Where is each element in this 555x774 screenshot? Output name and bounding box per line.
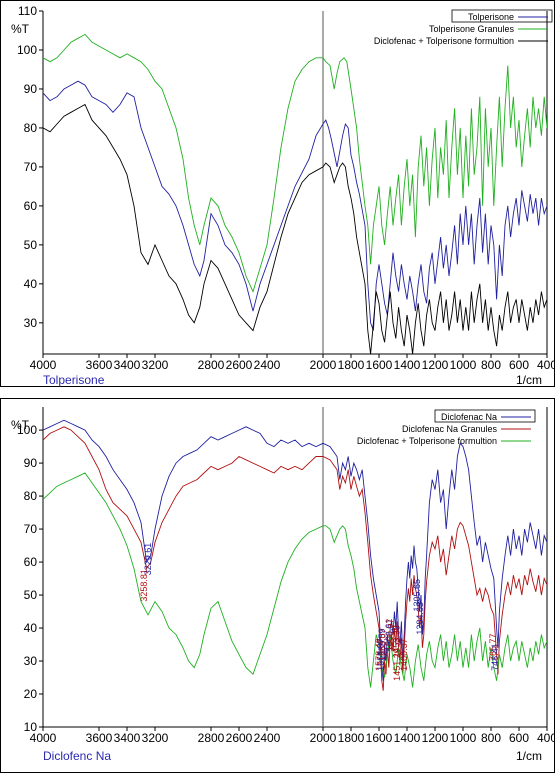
y-tick-label: 60 xyxy=(24,199,38,213)
x-tick-label: 2800 xyxy=(198,358,225,372)
y-tick-label: 40 xyxy=(24,621,38,635)
legend-box xyxy=(451,9,553,23)
y-axis-label: %T xyxy=(11,22,30,36)
legend: Diclofenac Na Diclofenac Na Granules Diclo… xyxy=(357,409,536,446)
peak-label: 1453.38 xyxy=(392,625,402,658)
ir-chart-diclofenac: %T 10 20 30 40 50 60 70 80 90 100 4000 3600 3400 3200 2… xyxy=(11,407,555,745)
series-line-0 xyxy=(43,80,547,331)
x-tick-label: 1200 xyxy=(422,731,449,745)
peak-label: 1555.59 xyxy=(377,628,387,661)
peak-label: 765.77 xyxy=(488,633,498,661)
x-tick-label: 3400 xyxy=(114,358,141,372)
y-tick-label: 70 xyxy=(24,160,38,174)
x-unit-label: 1/cm xyxy=(515,749,542,763)
peak-label: 3229.61 xyxy=(143,543,153,576)
peak-label: 1500.97 xyxy=(385,619,395,652)
x-unit-label: 1/cm xyxy=(515,373,542,387)
chart-footer-label: Diclofenc Na xyxy=(43,749,112,763)
x-tick-label: 1800 xyxy=(338,358,365,372)
x-tick-label: 600 xyxy=(509,358,529,372)
chart-panel-tolperisone: %T 30 40 50 60 70 80 90 100 110 4000 3600 3400 3200 28… xyxy=(0,0,555,387)
ir-chart-tolperisone: %T 30 40 50 60 70 80 90 100 110 4000 3600 3400 3200 28… xyxy=(11,4,555,372)
peak-label: 1553.07 xyxy=(378,628,388,661)
series-line-2 xyxy=(43,103,547,354)
series-line-1 xyxy=(43,33,547,293)
series-line-1 xyxy=(43,426,547,691)
x-tick-label: 1000 xyxy=(450,358,477,372)
y-tick-label: 50 xyxy=(24,588,38,602)
legend-label: Diclofenac + Tolperisone formultion xyxy=(374,36,514,46)
peak-label: 3258.81 xyxy=(139,569,149,602)
x-tick-label: 2400 xyxy=(254,358,281,372)
x-tick-label: 3400 xyxy=(114,731,141,745)
chart-footer-label: Tolperisone xyxy=(43,373,105,387)
peak-label: 1578.46 xyxy=(374,638,384,671)
legend-label: Diclofenac Na Granules xyxy=(402,424,498,434)
x-tick-label: 400 xyxy=(537,358,555,372)
y-tick-label: 20 xyxy=(24,687,38,701)
x-tick-label: 2600 xyxy=(226,358,253,372)
x-tick-label: 400 xyxy=(537,731,555,745)
series-line-0 xyxy=(43,419,547,681)
peak-label: 1305.65 xyxy=(412,579,422,612)
peak-label: 1506.61 xyxy=(384,619,394,652)
peak-label: 1451.29 xyxy=(392,648,402,681)
y-tick-label: 100 xyxy=(17,423,37,437)
legend: Tolperisone Tolperisone Granules Diclofena… xyxy=(374,9,553,46)
y-tick-label: 60 xyxy=(24,555,38,569)
y-tick-label: 80 xyxy=(24,489,38,503)
peak-label: 1400.37 xyxy=(399,638,409,671)
y-tick-label: 110 xyxy=(18,4,37,18)
peak-label: 1453.39 xyxy=(392,625,402,658)
x-tick-label: 3200 xyxy=(142,731,169,745)
x-tick-label: 800 xyxy=(481,358,501,372)
x-tick-label: 600 xyxy=(509,731,529,745)
x-tick-label: 1000 xyxy=(450,731,477,745)
y-tick-label: 70 xyxy=(24,522,38,536)
peak-label: 1568.97 xyxy=(375,638,385,671)
y-axis-label: %T xyxy=(11,418,30,432)
x-tick-label: 2000 xyxy=(310,731,337,745)
x-tick-label: 2600 xyxy=(226,731,253,745)
y-tick-label: 30 xyxy=(24,316,38,330)
x-tick-label: 2800 xyxy=(198,731,225,745)
x-tick-label: 2400 xyxy=(254,731,281,745)
x-tick-label: 3600 xyxy=(86,358,113,372)
legend-label: Diclofenac + Tolperisone formultion xyxy=(357,436,497,446)
x-tick-label: 1600 xyxy=(366,358,393,372)
legend-box xyxy=(434,409,536,423)
x-tick-label: 800 xyxy=(481,731,501,745)
series-line-2 xyxy=(43,472,547,688)
x-tick-label: 3200 xyxy=(142,358,169,372)
x-tick-label: 1600 xyxy=(366,731,393,745)
chart-panel-diclofenac: %T 10 20 30 40 50 60 70 80 90 100 4000 3600 3400 3200 2… xyxy=(0,398,555,773)
x-tick-label: 3600 xyxy=(86,731,113,745)
peak-label: 748.41 xyxy=(490,643,500,671)
x-tick-label: 2000 xyxy=(310,358,337,372)
x-tick-label: 1400 xyxy=(394,731,421,745)
legend-label: Tolperisone Granules xyxy=(429,24,515,34)
legend-label: Diclofenac Na xyxy=(441,412,497,422)
y-tick-label: 10 xyxy=(24,720,38,734)
x-tick-label: 1400 xyxy=(394,358,421,372)
y-tick-label: 80 xyxy=(24,121,38,135)
peak-label: 1284.63 xyxy=(415,602,425,635)
y-tick-label: 50 xyxy=(24,238,38,252)
y-tick-label: 90 xyxy=(24,456,38,470)
y-tick-label: 100 xyxy=(17,43,37,57)
y-tick-label: 40 xyxy=(24,277,38,291)
x-tick-label: 4000 xyxy=(30,731,57,745)
x-tick-label: 4000 xyxy=(30,358,57,372)
x-tick-label: 1800 xyxy=(338,731,365,745)
x-tick-label: 1200 xyxy=(422,358,449,372)
y-tick-label: 90 xyxy=(24,82,38,96)
y-tick-label: 30 xyxy=(24,654,38,668)
legend-label: Tolperisone xyxy=(468,12,514,22)
